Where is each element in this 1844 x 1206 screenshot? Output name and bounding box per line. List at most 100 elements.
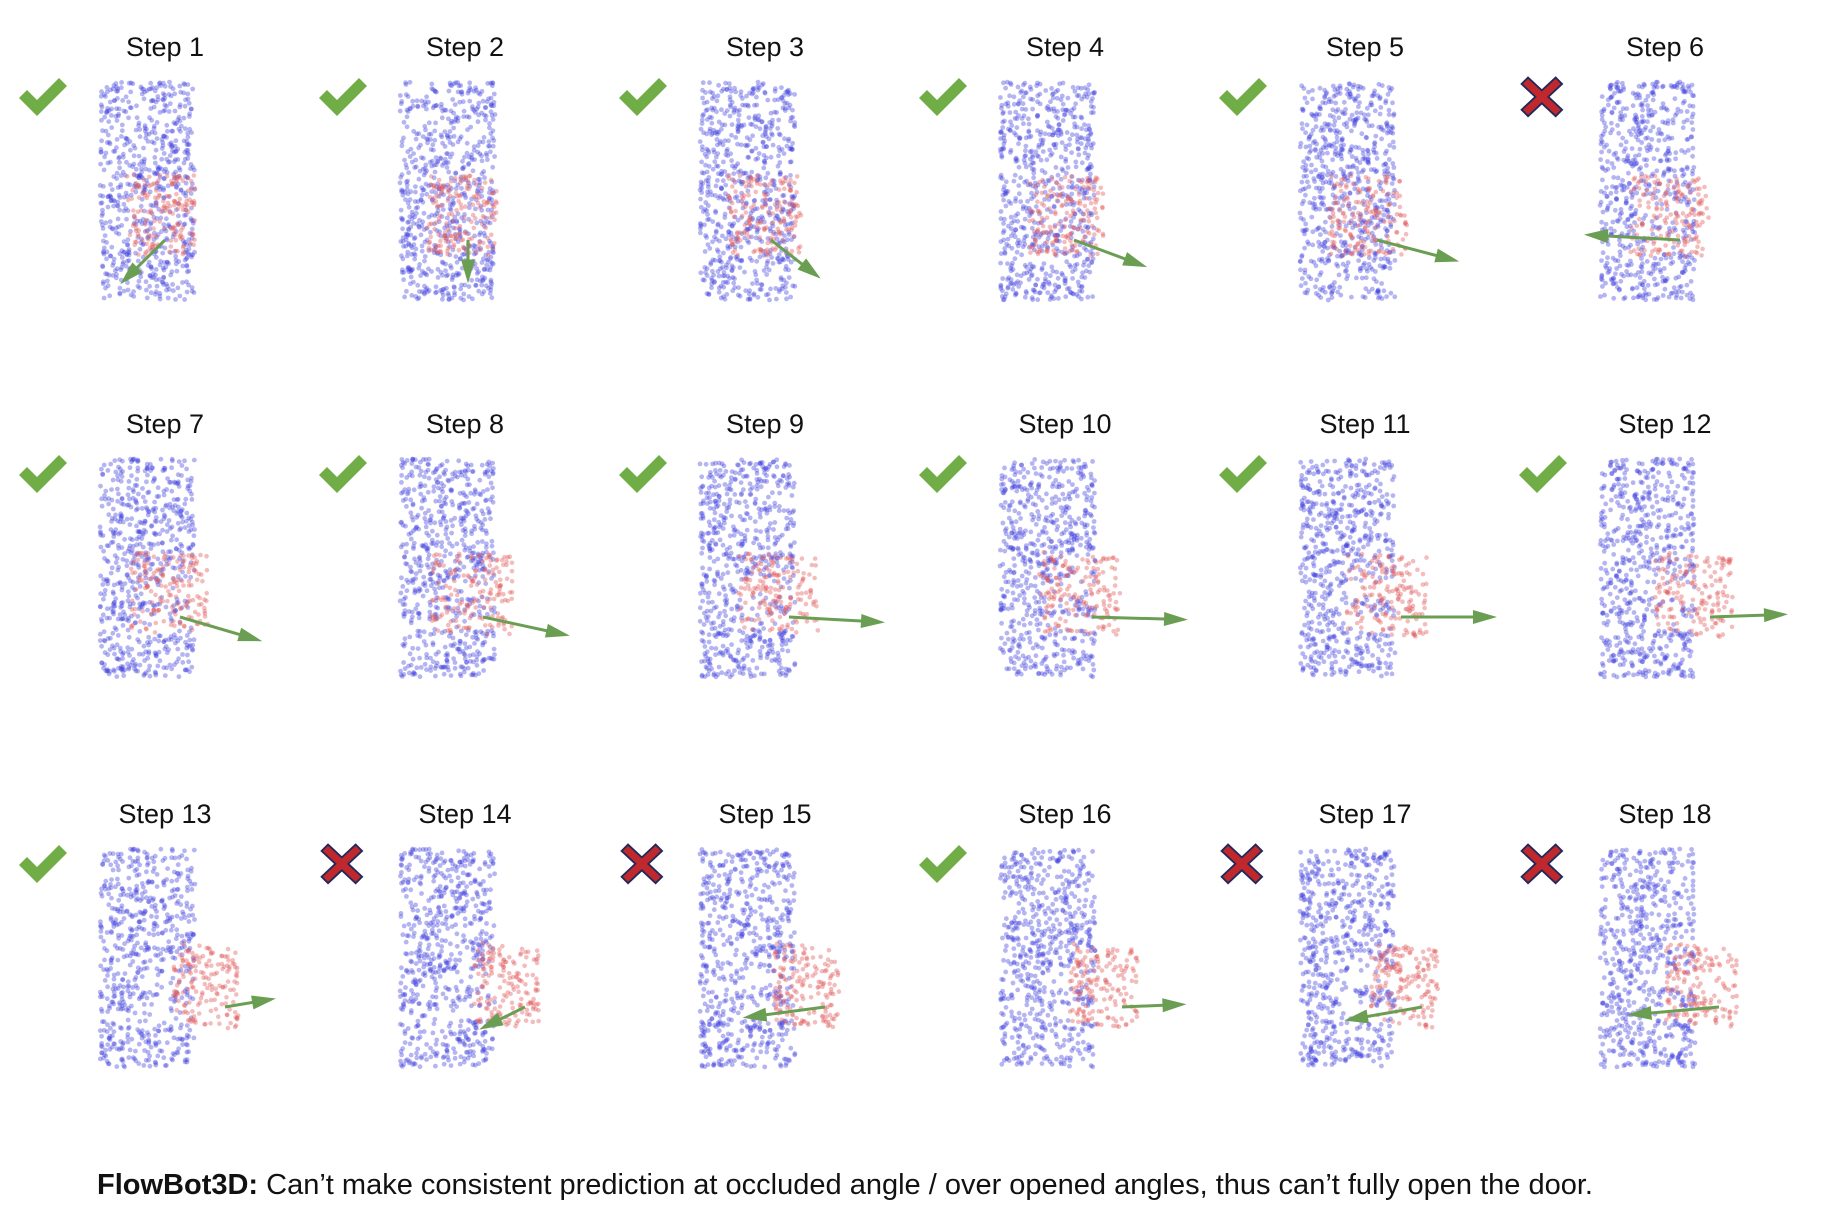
door-points bbox=[1327, 173, 1410, 258]
flow-arrow bbox=[1709, 608, 1788, 623]
door-points bbox=[128, 550, 211, 635]
flow-arrow bbox=[479, 1005, 526, 1030]
step-title: Step 17 bbox=[1318, 799, 1412, 829]
frame-points bbox=[997, 457, 1098, 680]
frame-points bbox=[97, 846, 198, 1070]
check-icon bbox=[919, 78, 967, 116]
point-cloud-plot bbox=[997, 79, 1148, 303]
step-panel-18: Step 18 bbox=[1515, 797, 1815, 1177]
check-icon bbox=[919, 455, 967, 493]
flow-arrow bbox=[770, 238, 821, 279]
flow-arrow bbox=[1584, 229, 1681, 243]
frame-points bbox=[97, 456, 197, 680]
frame-points bbox=[1597, 79, 1698, 303]
point-cloud-plot bbox=[97, 79, 198, 302]
step-title: Step 5 bbox=[1325, 32, 1405, 62]
step-panel-11: Step 11 bbox=[1215, 407, 1515, 787]
frame-points bbox=[397, 456, 497, 680]
flow-arrow bbox=[179, 615, 263, 642]
point-cloud-plot bbox=[1297, 81, 1460, 303]
frame-points bbox=[1597, 846, 1698, 1070]
point-cloud-plot bbox=[97, 846, 276, 1070]
point-cloud-plot bbox=[697, 457, 885, 680]
step-title: Step 18 bbox=[1618, 799, 1712, 829]
check-icon bbox=[319, 78, 367, 116]
caption-text: Can’t make consistent prediction at occl… bbox=[258, 1169, 1593, 1201]
step-title: Step 13 bbox=[118, 799, 212, 829]
step-title: Step 6 bbox=[1625, 32, 1705, 62]
point-cloud-plot bbox=[697, 847, 842, 1070]
step-panel-9: Step 9 bbox=[615, 407, 915, 787]
flow-arrow bbox=[1401, 610, 1497, 624]
cross-icon bbox=[1220, 843, 1264, 885]
door-points bbox=[1037, 550, 1123, 637]
step-title: Step 1 bbox=[125, 32, 205, 62]
check-icon bbox=[19, 455, 67, 493]
cross-icon bbox=[1520, 843, 1564, 885]
flow-arrow bbox=[1627, 1005, 1720, 1020]
step-title: Step 14 bbox=[418, 799, 512, 829]
door-points bbox=[1027, 174, 1106, 258]
flow-arrow bbox=[224, 995, 276, 1010]
step-panel-3: Step 3 bbox=[615, 30, 915, 410]
check-icon bbox=[19, 78, 67, 116]
step-panel-14: Step 14 bbox=[315, 797, 615, 1177]
step-panel-17: Step 17 bbox=[1215, 797, 1515, 1177]
point-cloud-plot bbox=[1597, 456, 1788, 680]
frame-points bbox=[697, 847, 798, 1070]
flow-arrow bbox=[742, 1005, 826, 1022]
flow-arrow bbox=[482, 615, 570, 638]
check-icon bbox=[319, 455, 367, 493]
door-points bbox=[725, 173, 804, 258]
frame-points bbox=[397, 846, 497, 1070]
frame-points bbox=[998, 847, 1098, 1070]
step-panel-10: Step 10 bbox=[915, 407, 1215, 787]
flow-arrow bbox=[1344, 1005, 1423, 1024]
step-panel-1: Step 1 bbox=[15, 30, 315, 410]
door-points bbox=[425, 173, 499, 258]
check-icon bbox=[1219, 455, 1267, 493]
check-icon bbox=[619, 78, 667, 116]
step-title: Step 12 bbox=[1618, 409, 1712, 439]
step-panel-7: Step 7 bbox=[15, 407, 315, 787]
door-points bbox=[736, 551, 821, 635]
step-panel-5: Step 5 bbox=[1215, 30, 1515, 410]
cross-icon bbox=[1520, 76, 1564, 118]
door-points bbox=[1653, 551, 1735, 640]
step-title: Step 9 bbox=[725, 409, 805, 439]
point-cloud-plot bbox=[1297, 846, 1441, 1069]
step-title: Step 15 bbox=[718, 799, 812, 829]
check-icon bbox=[919, 845, 967, 883]
step-title: Step 3 bbox=[725, 32, 805, 62]
point-cloud-plot bbox=[397, 79, 499, 303]
door-points bbox=[1663, 942, 1739, 1029]
step-panel-15: Step 15 bbox=[615, 797, 915, 1177]
flow-arrow bbox=[1121, 998, 1187, 1013]
door-points bbox=[1628, 173, 1711, 259]
door-points bbox=[1368, 943, 1441, 1030]
step-panel-16: Step 16 bbox=[915, 797, 1215, 1177]
caption-method-name: FlowBot3D: bbox=[97, 1169, 259, 1201]
step-panel-2: Step 2 bbox=[315, 30, 615, 410]
check-icon bbox=[1219, 78, 1267, 116]
frame-points bbox=[697, 457, 798, 680]
point-cloud-plot bbox=[997, 457, 1188, 680]
figure-caption: FlowBot3D: Can’t make consistent predict… bbox=[97, 1166, 1817, 1204]
point-cloud-plot bbox=[97, 456, 263, 680]
door-points bbox=[125, 172, 198, 257]
flow-arrow bbox=[1376, 238, 1460, 263]
door-points bbox=[1067, 941, 1140, 1029]
step-panel-6: Step 6 bbox=[1515, 30, 1815, 410]
step-title: Step 7 bbox=[125, 409, 205, 439]
step-panel-8: Step 8 bbox=[315, 407, 615, 787]
door-points bbox=[171, 941, 241, 1031]
step-title: Step 4 bbox=[1025, 32, 1105, 62]
door-points bbox=[771, 941, 842, 1030]
flow-arrow bbox=[1091, 612, 1188, 626]
frame-points bbox=[1297, 81, 1398, 303]
door-points bbox=[429, 551, 515, 637]
cross-icon bbox=[320, 843, 364, 885]
frame-points bbox=[697, 79, 798, 303]
cross-icon bbox=[620, 843, 664, 885]
